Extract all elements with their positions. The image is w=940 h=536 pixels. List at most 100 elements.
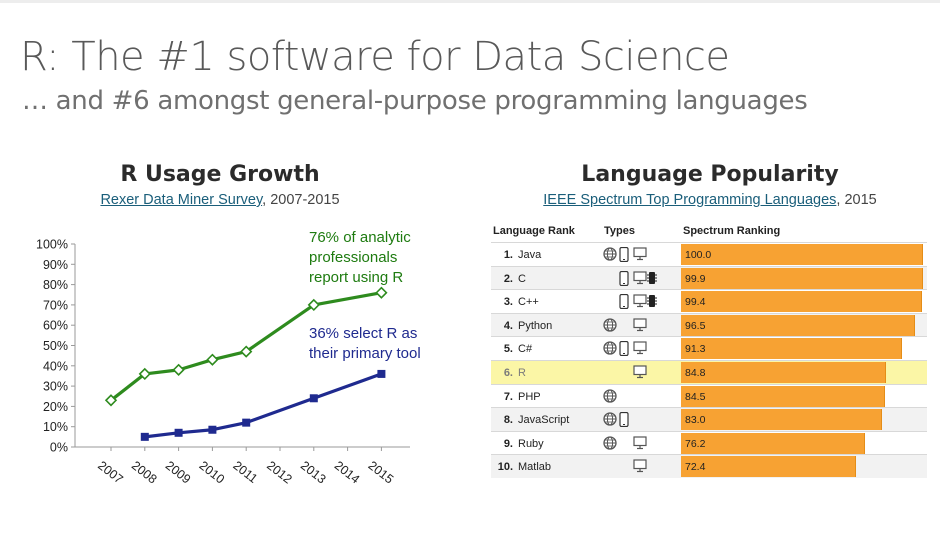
y-tick-label: 60% <box>43 319 68 333</box>
data-point-using-r <box>240 345 253 358</box>
language-types <box>603 270 663 288</box>
x-tick-label: 2013 <box>298 458 329 486</box>
y-tick-label: 100% <box>36 238 68 252</box>
language-types <box>603 412 663 428</box>
embedded-icon <box>647 271 657 288</box>
mobile-icon <box>619 294 629 312</box>
ieee-spectrum-link[interactable]: IEEE Spectrum Top Programming Languages <box>543 192 837 208</box>
table-row: 5. C# 91.3 <box>491 336 927 360</box>
spectrum-value: 91.3 <box>685 343 706 356</box>
table-row: 9. Ruby 76.2 <box>491 430 927 455</box>
spectrum-bar-zone: 96.5 <box>681 314 927 336</box>
desktop-icon <box>633 318 647 335</box>
y-tick-label: 10% <box>43 420 68 434</box>
desktop-icon <box>633 294 647 311</box>
y-tick-label: 80% <box>43 278 68 292</box>
mobile-icon <box>619 246 629 265</box>
table-row: 2. C 99.9 <box>491 265 927 290</box>
x-tick-label: 2010 <box>197 458 228 486</box>
y-tick-label: 0% <box>50 441 68 455</box>
desktop-icon <box>633 341 647 358</box>
language-types <box>603 318 663 334</box>
language-types <box>603 365 663 381</box>
rexer-survey-link[interactable]: Rexer Data Miner Survey <box>100 192 263 208</box>
language-popularity-source: IEEE Spectrum Top Programming Languages,… <box>510 192 910 208</box>
annotation-primary-tool-line: 36% select R as <box>309 325 417 342</box>
spectrum-bar-zone: 99.4 <box>681 291 927 313</box>
language-name: Python <box>518 319 553 332</box>
r-usage-line-chart: 0%10%20%30%40%50%60%70%80%90%100%2007 200… <box>36 229 420 487</box>
language-rank: 4. <box>503 319 513 332</box>
language-rank: 8. <box>503 414 513 427</box>
language-popularity-table: Language Rank Types Spectrum Ranking 1. J… <box>491 220 927 482</box>
slide-subtitle: … and #6 amongst general-purpose program… <box>22 86 808 116</box>
web-icon <box>603 341 617 358</box>
annotation-using-r-line: 76% of analytic <box>309 229 411 246</box>
annotation-using-r-line: report using R <box>309 269 403 286</box>
spectrum-bar-zone: 72.4 <box>681 456 927 478</box>
mobile-icon <box>619 341 629 359</box>
language-types <box>603 294 663 310</box>
language-types <box>603 459 663 475</box>
spectrum-bar <box>681 291 922 313</box>
web-icon <box>603 436 617 453</box>
language-name: JavaScript <box>518 414 570 427</box>
data-point-using-r <box>206 353 219 366</box>
slide-title: R: The #1 software for Data Science <box>20 34 730 80</box>
table-row: 1. Java 100.0 <box>491 242 927 266</box>
x-tick-label: 2011 <box>230 458 260 486</box>
spectrum-bar <box>681 267 923 289</box>
spectrum-bar <box>681 338 902 360</box>
language-types <box>603 388 663 406</box>
table-header: Language Rank Types Spectrum Ranking <box>491 220 927 240</box>
table-row: 7. PHP 84.5 <box>491 383 927 408</box>
x-tick-label: 2015 <box>366 458 397 486</box>
spectrum-bar <box>681 456 857 478</box>
language-name: Ruby <box>518 437 544 450</box>
spectrum-value: 99.9 <box>685 272 706 285</box>
y-tick-label: 20% <box>43 400 68 414</box>
spectrum-bar-zone: 84.8 <box>681 361 927 383</box>
y-tick-label: 50% <box>43 339 68 353</box>
y-tick-label: 30% <box>43 380 68 394</box>
spectrum-bar <box>681 432 866 454</box>
data-point-using-r <box>104 394 118 407</box>
x-tick-label: 2014 <box>332 458 363 486</box>
spectrum-value: 83.0 <box>685 414 706 427</box>
x-tick-label: 2009 <box>163 458 194 486</box>
language-rank: 10. <box>497 461 513 474</box>
spectrum-value: 99.4 <box>685 296 706 309</box>
data-point-using-r <box>307 298 320 312</box>
annotation-using-r-line: professionals <box>309 249 397 266</box>
language-name: Java <box>518 249 542 261</box>
embedded-icon <box>647 294 657 311</box>
usage-growth-source-years: , 2007-2015 <box>262 192 340 208</box>
annotation-primary-tool-line: their primary tool <box>309 345 420 362</box>
desktop-icon <box>633 365 647 382</box>
col-types: Types <box>604 225 635 237</box>
usage-growth-source: Rexer Data Miner Survey, 2007-2015 <box>60 192 380 208</box>
usage-growth-title: R Usage Growth <box>120 162 320 187</box>
data-point-using-r <box>172 363 185 376</box>
language-rank: 9. <box>503 437 513 450</box>
language-name: PHP <box>518 390 541 403</box>
spectrum-value: 84.5 <box>685 390 706 403</box>
desktop-icon <box>633 436 647 453</box>
spectrum-value: 76.2 <box>685 437 706 450</box>
web-icon <box>603 388 617 406</box>
spectrum-value: 84.8 <box>685 366 706 379</box>
web-icon <box>603 318 617 335</box>
spectrum-bar-zone: 83.0 <box>681 409 927 431</box>
spectrum-bar-zone: 100.0 <box>681 244 927 265</box>
spectrum-bar-zone: 99.9 <box>681 267 927 289</box>
y-tick-label: 90% <box>43 258 68 272</box>
series-line-primary-tool <box>144 372 382 439</box>
data-point-using-r <box>138 367 151 381</box>
spectrum-value: 100.0 <box>685 249 712 261</box>
table-rows: 1. Java 100.0 2. C 99.9 3. C++ 99.4 4. Python 96.5 5… <box>491 242 927 478</box>
spectrum-bar <box>681 244 923 265</box>
language-rank: 5. <box>503 343 513 356</box>
data-point-primary-tool <box>174 428 183 437</box>
x-tick-label: 2007 <box>95 458 126 486</box>
spectrum-value: 96.5 <box>685 319 706 332</box>
